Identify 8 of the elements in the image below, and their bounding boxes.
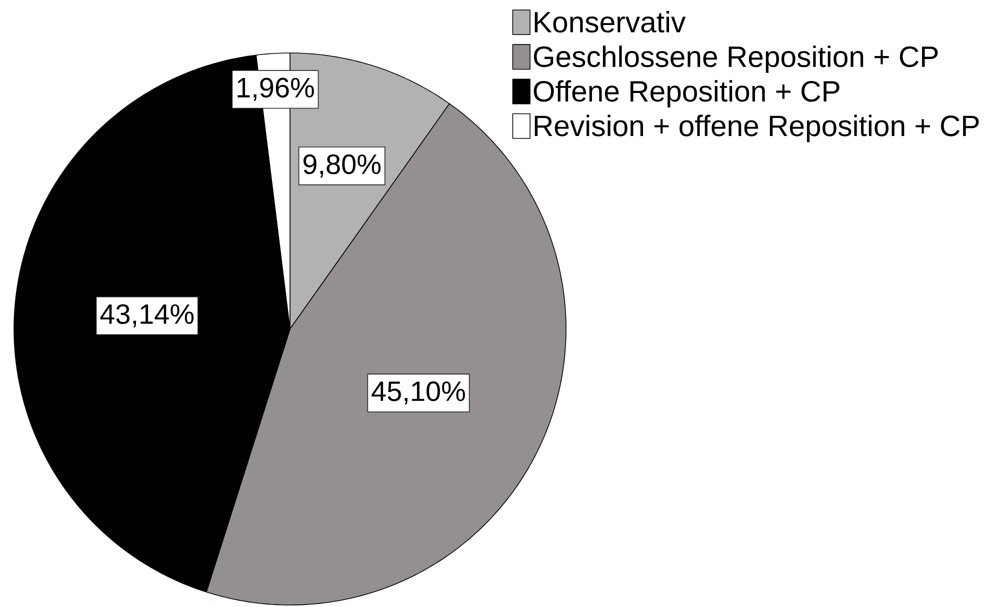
data-label: 43,14% [100, 304, 194, 328]
data-label: 45,10% [372, 381, 465, 405]
legend-label: Revision + offene Reposition + CP [534, 114, 979, 142]
legend-label: Offene Reposition + CP [534, 80, 840, 108]
data-label: 1,96% [238, 78, 314, 101]
data-label: 9,80% [303, 154, 381, 178]
legend-label: Geschlossene Reposition + CP [534, 46, 938, 73]
legend-label: Konservativ [534, 10, 686, 33]
